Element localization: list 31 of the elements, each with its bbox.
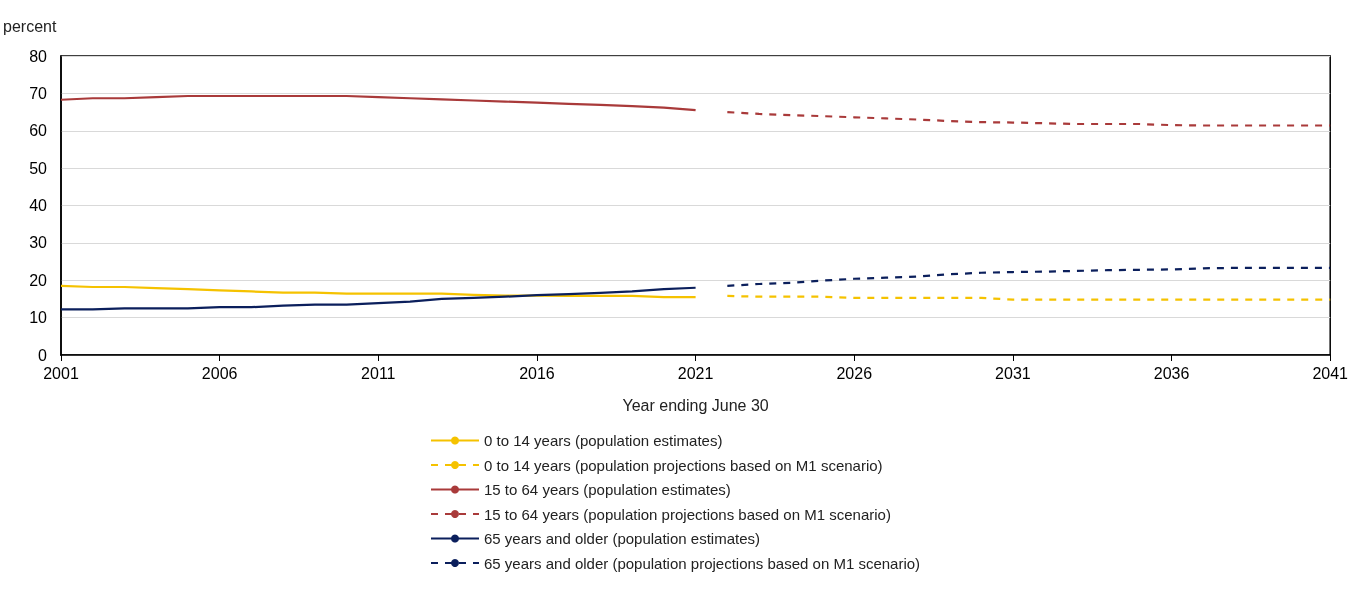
y-tick-label: 70 xyxy=(29,84,48,102)
y-tick-label: 30 xyxy=(29,234,48,252)
legend-label: 15 to 64 years (population estimates) xyxy=(484,481,731,498)
legend-label: 0 to 14 years (population projections based on M1 scenario) xyxy=(484,456,883,474)
x-tick-label: 2011 xyxy=(361,364,396,382)
line-series xyxy=(59,286,697,311)
y-axis-title: percent xyxy=(3,17,57,35)
legend-label: 65 years and older (population projections based on M1 scenario) xyxy=(484,554,921,572)
line-series xyxy=(59,94,697,112)
y-tick-label: 10 xyxy=(29,309,48,327)
line-series xyxy=(59,284,697,299)
x-tick-label: 2026 xyxy=(836,364,873,382)
legend-label: 0 to 14 years (population estimates) xyxy=(484,432,723,449)
x-axis-title: Year ending June 30 xyxy=(622,396,769,414)
x-tick-label: 2041 xyxy=(1312,364,1349,382)
x-tick-label: 2031 xyxy=(995,364,1031,382)
x-tick-label: 2036 xyxy=(1153,364,1190,382)
y-tick-label: 20 xyxy=(29,271,48,289)
x-tick-label: 2006 xyxy=(201,364,238,382)
x-tick-label: 2016 xyxy=(519,364,555,382)
line-series xyxy=(726,266,1332,287)
y-tick-label: 40 xyxy=(29,197,48,214)
x-tick-label: 2001 xyxy=(43,364,79,382)
line-series xyxy=(726,110,1332,127)
x-tick-label: 2021 xyxy=(677,364,714,382)
legend-label: 15 to 64 years (population projections based on M1 scenario) xyxy=(484,505,891,523)
y-tick-label: 0 xyxy=(38,346,48,364)
y-tick-label: 50 xyxy=(29,159,48,177)
y-tick-label: 80 xyxy=(29,47,48,65)
y-tick-label: 60 xyxy=(29,122,48,140)
legend-label: 65 years and older (population estimates) xyxy=(484,530,760,547)
